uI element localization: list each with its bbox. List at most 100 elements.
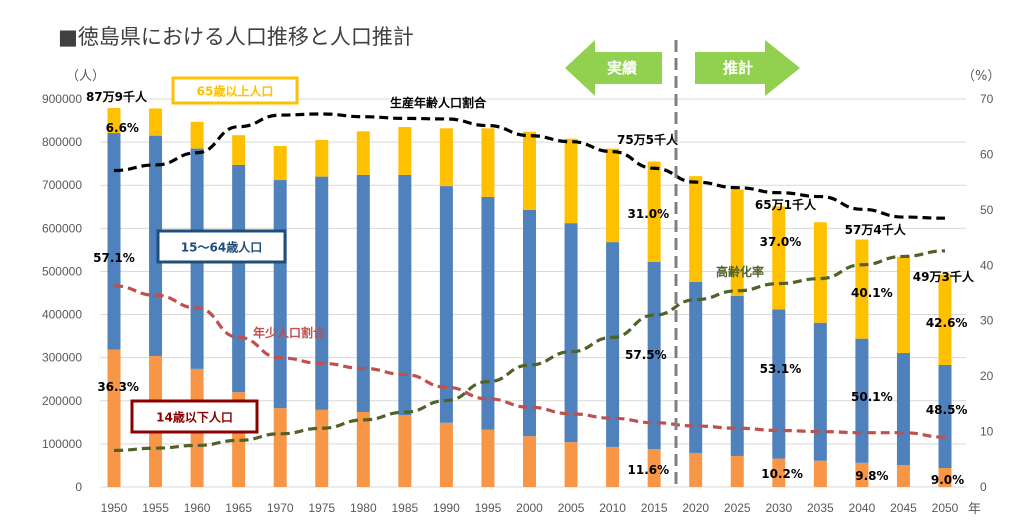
bar-segment	[647, 449, 661, 487]
legend-box-label: 14歳以下人口	[156, 410, 233, 425]
bar-segment	[315, 139, 329, 177]
bar-segment	[772, 309, 786, 459]
bar-segment	[439, 422, 453, 487]
bar-segment	[232, 164, 246, 393]
y-left-tick-label: 600000	[42, 221, 82, 235]
right-axis-unit: （%）	[962, 69, 1000, 84]
x-axis-label: 年	[968, 502, 981, 517]
x-tick-label: 2040	[849, 501, 876, 515]
legend-box	[156, 229, 287, 264]
bar-segment	[356, 131, 370, 175]
data-label: 49万3千人	[913, 269, 975, 284]
x-tick-label: 2025	[724, 501, 751, 515]
bar-segment	[855, 462, 869, 487]
x-tick-label: 2050	[932, 501, 959, 515]
bar-segment	[523, 436, 536, 487]
data-label: 11.6%	[628, 463, 670, 477]
x-tick-label: 1950	[101, 501, 128, 515]
y-left-tick-label: 500000	[42, 264, 82, 278]
y-right-tick-label: 10	[980, 425, 994, 439]
x-tick-label: 1980	[350, 501, 377, 515]
y-left-tick-label: 300000	[42, 351, 82, 365]
data-label: 75万5千人	[617, 132, 679, 147]
bar-segment	[730, 296, 744, 456]
bar-segment	[813, 460, 827, 487]
y-right-tick-label: 0	[980, 480, 987, 494]
bar-segment	[772, 458, 786, 487]
bar-segment	[481, 128, 495, 197]
bar-segment	[813, 322, 827, 461]
left-arrow-icon	[565, 40, 662, 96]
bar-segment	[606, 242, 620, 447]
actual-label: 実績	[607, 59, 637, 77]
bar-segment	[689, 176, 703, 282]
x-tick-label: 2010	[599, 501, 626, 515]
x-tick-label: 2020	[682, 501, 709, 515]
legend-box-label: 65歳以上人口	[197, 84, 274, 99]
x-tick-label: 2015	[641, 501, 668, 515]
data-label: 57万4千人	[845, 222, 907, 237]
x-tick-label: 1960	[184, 501, 211, 515]
line-series	[113, 284, 946, 439]
bar-segment	[523, 209, 536, 437]
bar-segment	[606, 446, 620, 487]
bar-segment	[107, 108, 121, 134]
x-tick-label: 1955	[142, 501, 169, 515]
data-label: 65万1千人	[755, 197, 817, 212]
chart-title: ■徳島県における人口推移と人口推計	[58, 25, 414, 49]
bar-segment	[647, 161, 661, 262]
x-tick-label: 2045	[890, 501, 917, 515]
data-label: 48.5%	[926, 403, 968, 417]
legend-box	[171, 76, 299, 105]
data-label: 42.6%	[926, 316, 968, 330]
bar-segment	[149, 135, 163, 356]
bar-segment	[149, 108, 163, 136]
bar-segment	[315, 409, 329, 487]
x-tick-label: 1970	[267, 501, 294, 515]
bar-segment	[564, 442, 578, 487]
y-left-tick-label: 200000	[42, 394, 82, 408]
data-label: 40.1%	[851, 286, 893, 300]
line-series	[113, 112, 946, 220]
bar-segment	[523, 131, 536, 210]
y-right-tick-label: 20	[980, 369, 994, 383]
bar-segment	[439, 186, 453, 423]
bar-segment	[772, 206, 786, 310]
x-tick-label: 1990	[433, 501, 460, 515]
y-left-tick-label: 800000	[42, 135, 82, 149]
data-label: 9.8%	[855, 469, 888, 483]
bar-segment	[730, 455, 744, 487]
bar-segment	[398, 174, 412, 416]
bar-segment	[896, 465, 910, 487]
data-label: 57.1%	[93, 251, 135, 265]
y-right-tick-label: 40	[980, 258, 994, 272]
bar-segment	[107, 349, 121, 487]
y-right-tick-label: 60	[980, 147, 994, 161]
x-tick-label: 2030	[765, 501, 792, 515]
data-label: 53.1%	[760, 362, 802, 376]
y-right-tick-label: 50	[980, 203, 994, 217]
data-label: 87万9千人	[86, 89, 148, 104]
y-left-tick-label: 900000	[42, 92, 82, 106]
bar-segment	[107, 133, 121, 350]
bar-segment	[689, 281, 703, 453]
y-left-tick-label: 0	[75, 480, 82, 494]
bar-segment	[564, 138, 578, 224]
bar-segment	[813, 222, 827, 323]
data-label: 31.0%	[628, 207, 670, 221]
series-label: 生産年齢人口割合	[390, 95, 487, 110]
x-tick-label: 1965	[225, 501, 252, 515]
bar-segment	[356, 174, 370, 412]
data-label: 9.0%	[931, 473, 964, 487]
bar-segment	[564, 223, 578, 443]
data-label: 57.5%	[625, 348, 667, 362]
bar-segment	[730, 189, 744, 297]
data-label: 50.1%	[851, 390, 893, 404]
legend-box	[130, 399, 259, 434]
bar-segment	[647, 261, 661, 450]
data-label: 6.6%	[106, 121, 139, 135]
x-tick-label: 1985	[391, 501, 418, 515]
bar-segment	[356, 411, 370, 487]
x-tick-label: 1995	[475, 501, 502, 515]
